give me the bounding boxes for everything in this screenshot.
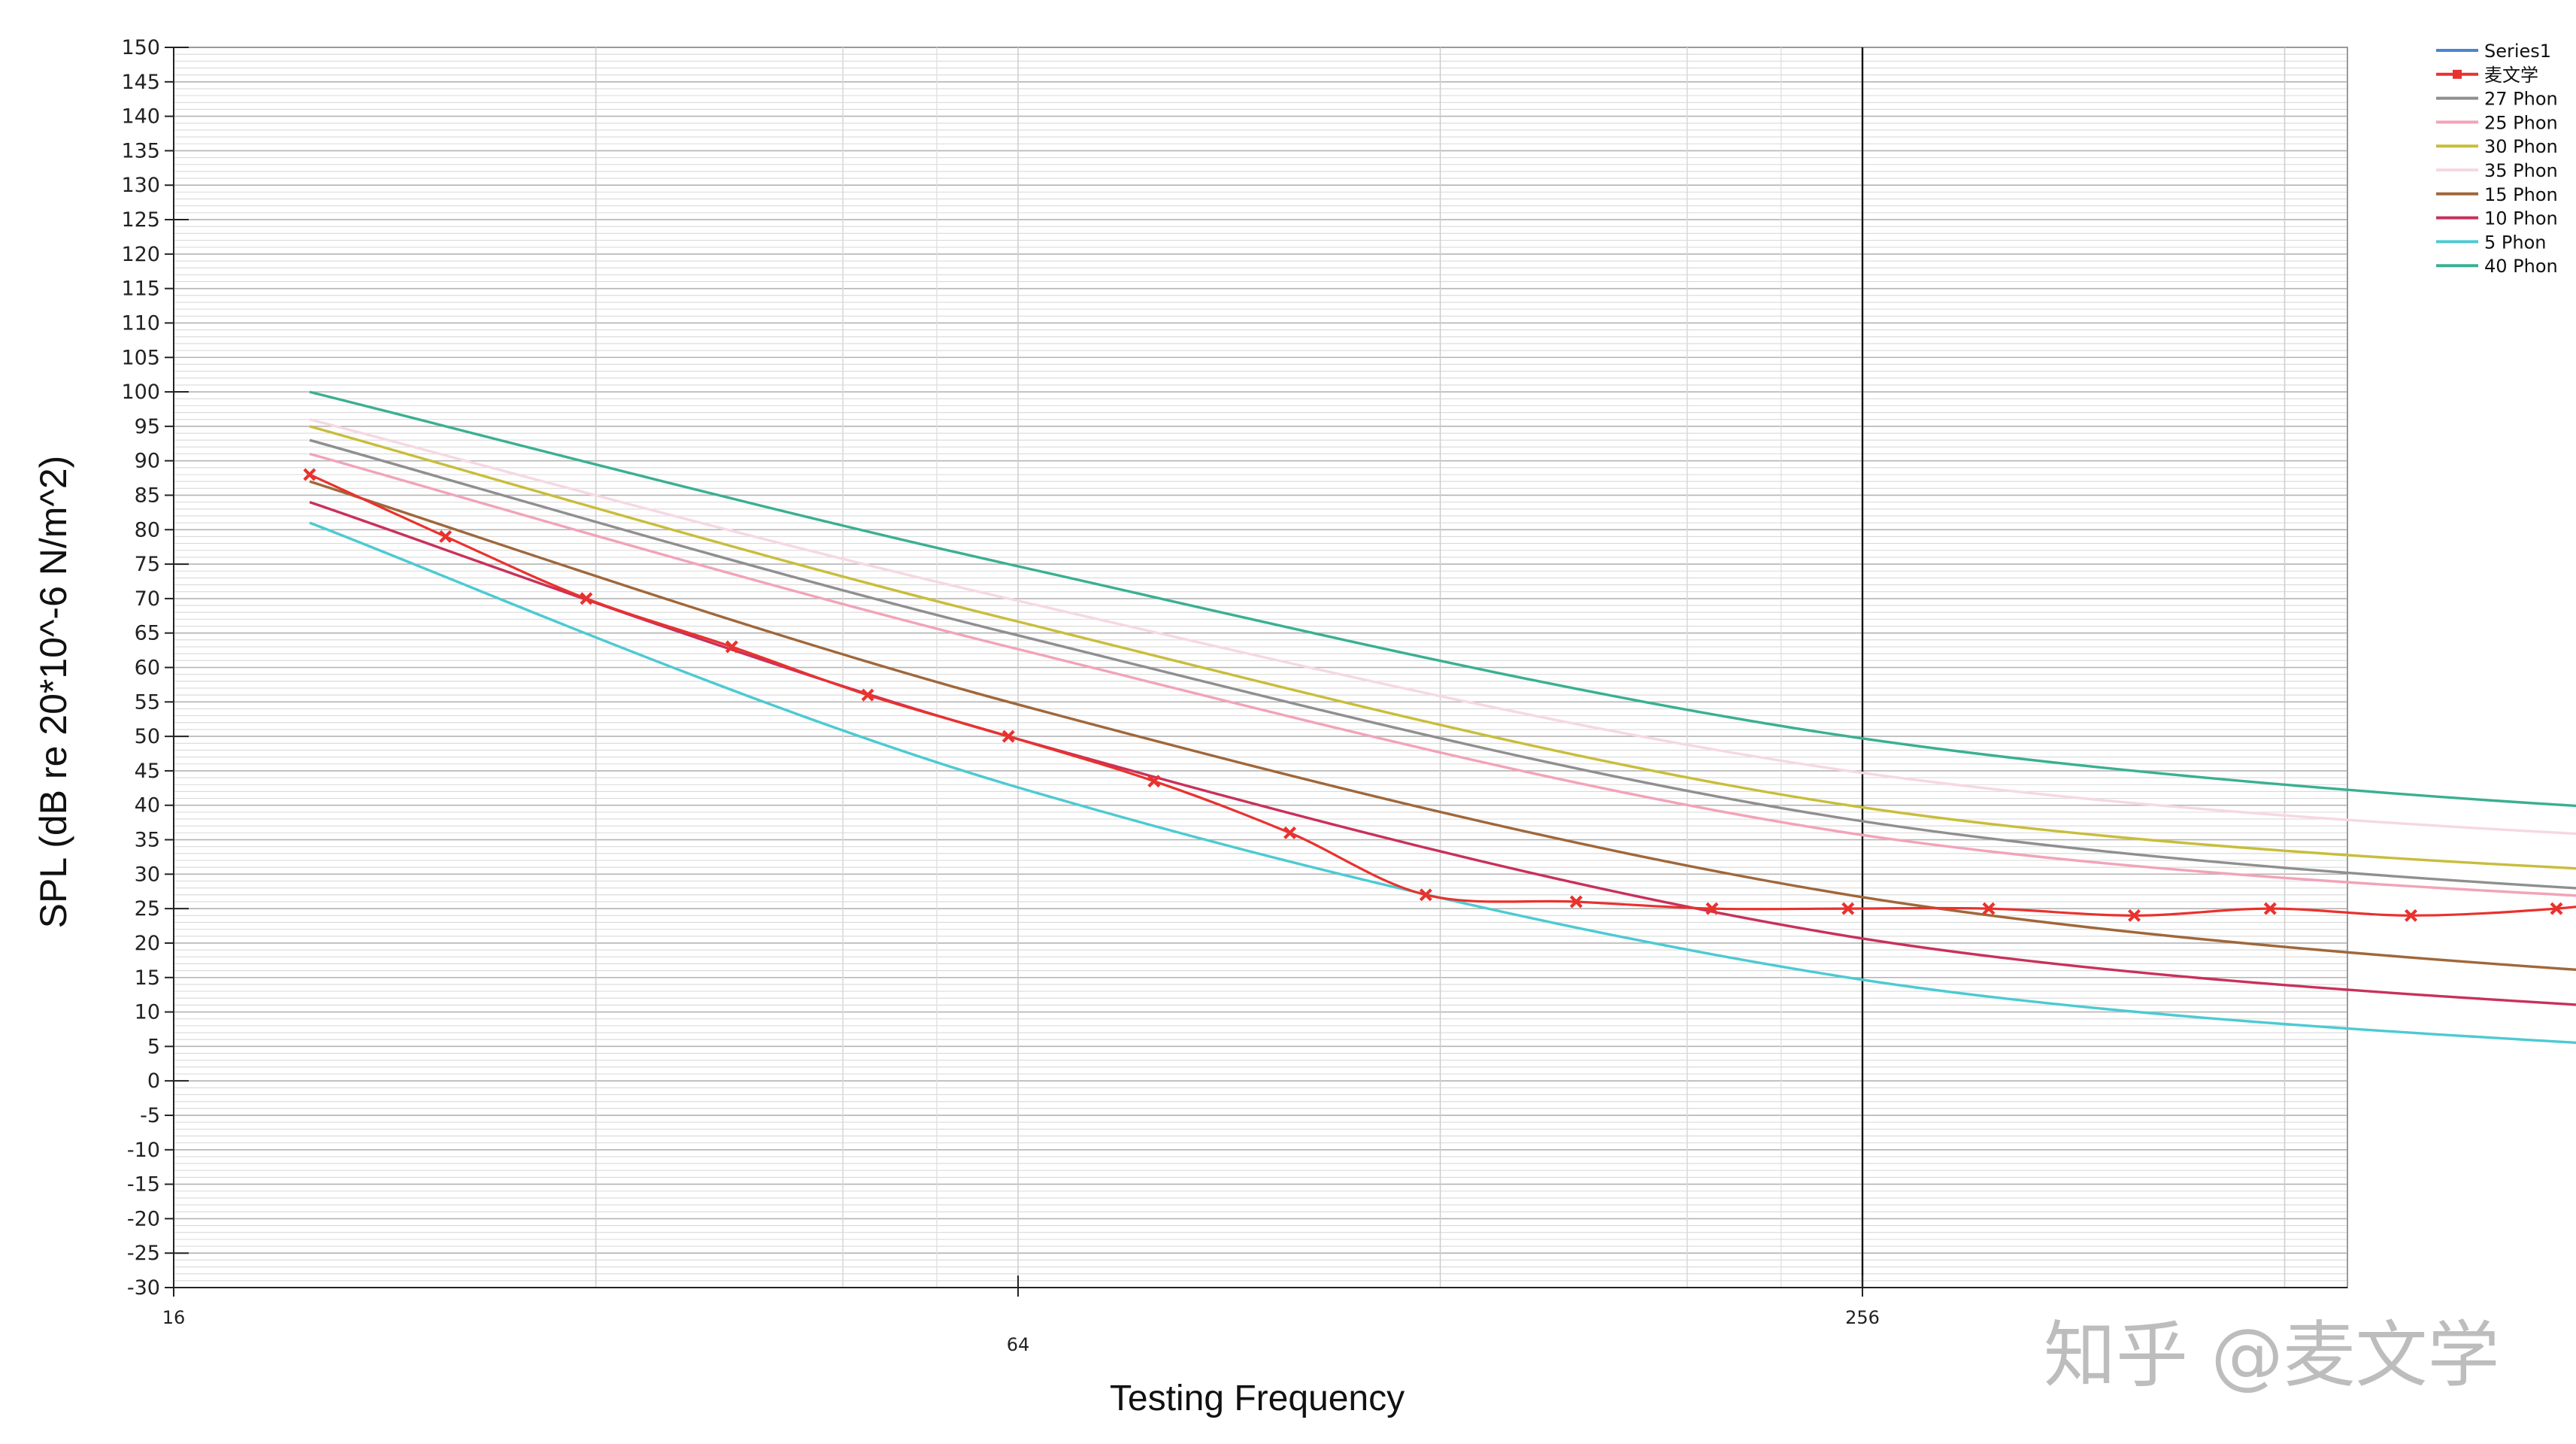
legend-item: 30 Phon [2436,136,2558,157]
legend-item: 5 Phon [2436,232,2546,253]
data-point-marker [861,688,874,702]
y-tick-label: 5 [147,1035,160,1058]
watermark: 知乎 @麦文学 [2044,1313,2500,1397]
legend-marker [2453,69,2462,79]
y-axis: 1501451401351301251201151101051009590858… [121,36,189,1300]
data-point-marker [1705,902,1719,915]
legend-label: 40 Phon [2484,256,2558,277]
y-tick-label: 125 [121,208,160,232]
y-tick-label: -20 [127,1207,160,1230]
legend-label: 27 Phon [2484,89,2558,110]
y-tick-label: 45 [135,760,160,783]
data-point-marker [1841,902,1855,915]
y-tick-label: 135 [121,139,160,162]
data-point-marker [2550,902,2563,915]
data-point-marker [580,592,593,605]
data-point-marker [439,529,453,543]
y-tick-label: -15 [127,1173,160,1197]
series-line-40-phon [309,390,2576,808]
data-point-marker [1569,895,1583,909]
legend-item: 40 Phon [2436,256,2558,277]
y-tick-label: -30 [127,1276,160,1300]
data-point-marker [725,640,738,654]
legend-item: 35 Phon [2436,160,2558,181]
data-point-marker [2128,909,2141,922]
legend-label: 35 Phon [2484,160,2558,181]
legend-item: 麦文学 [2436,65,2538,86]
y-tick-label: 100 [121,381,160,404]
y-tick-label: 20 [135,932,160,955]
y-tick-label: 95 [135,415,160,438]
data-point-marker [2405,909,2417,922]
series-line-35-phon [309,418,2576,836]
y-tick-label: 105 [121,346,160,369]
series-line-25-phon [309,452,2576,897]
y-tick-label: 35 [135,829,160,852]
y-tick-label: 60 [135,657,160,680]
y-tick-label: 140 [121,105,160,129]
legend-label: Series1 [2484,41,2551,62]
legend-label: 30 Phon [2484,136,2558,157]
legend-label: 10 Phon [2484,208,2558,229]
legend-item: Series1 [2436,41,2551,62]
x-axis-title: Testing Frequency [1110,1379,1405,1418]
y-tick-label: 30 [135,863,160,886]
y-tick-label: 90 [135,450,160,473]
data-point-marker [1147,775,1161,788]
y-tick-label: 110 [121,311,160,335]
y-tick-label: 15 [135,966,160,990]
x-tick-label: 64 [1007,1334,1030,1355]
y-tick-label: 40 [135,794,160,818]
data-point-marker [2263,902,2277,915]
y-tick-label: 75 [135,553,160,576]
legend-item: 10 Phon [2436,208,2558,229]
marker-layer [303,468,2563,922]
y-tick-label: 25 [135,897,160,921]
legend-label: 25 Phon [2484,112,2558,133]
legend-label: 5 Phon [2484,232,2546,253]
y-axis-title: SPL (dB re 20*10^-6 N/m^2) [32,456,74,929]
y-tick-label: -10 [127,1139,160,1162]
series-line-15-phon [309,480,2576,972]
reference-lines [1861,47,1864,1288]
series-line-30-phon [309,425,2576,870]
legend-label: 麦文学 [2484,65,2538,86]
y-tick-label: 120 [121,243,160,266]
legend-item: 15 Phon [2436,184,2558,205]
data-point-marker [303,468,317,481]
y-tick-label: 130 [121,174,160,197]
y-tick-label: 65 [135,622,160,645]
y-tick-label: 0 [147,1069,160,1093]
legend-item: 25 Phon [2436,112,2558,133]
data-point-marker [1419,888,1432,902]
data-point-marker [1982,902,1996,915]
vertical-gridlines [595,47,2286,1288]
legend-item: 27 Phon [2436,89,2558,110]
series-line-10-phon [309,500,2576,1006]
y-tick-label: 150 [121,36,160,59]
x-tick-label: 256 [1845,1307,1880,1328]
x-tick-label: 16 [162,1307,186,1328]
y-tick-label: 50 [135,725,160,748]
y-tick-label: 55 [135,690,160,714]
y-tick-label: -5 [140,1104,160,1127]
data-point-marker [1283,826,1297,839]
data-point-marker [1002,730,1015,743]
y-tick-label: 80 [135,518,160,542]
y-tick-label: -25 [127,1242,160,1265]
y-tick-label: 115 [121,278,160,301]
y-tick-label: 145 [121,71,160,94]
y-tick-label: 85 [135,484,160,507]
legend-label: 15 Phon [2484,184,2558,205]
x-axis: 16642561024409616384 [162,1276,2347,1355]
y-tick-label: 10 [135,1001,160,1024]
series-line-27-phon [309,438,2576,890]
horizontal-gridlines [173,47,2348,1288]
y-tick-label: 70 [135,587,160,611]
series-line-5-phon [309,521,2576,1045]
